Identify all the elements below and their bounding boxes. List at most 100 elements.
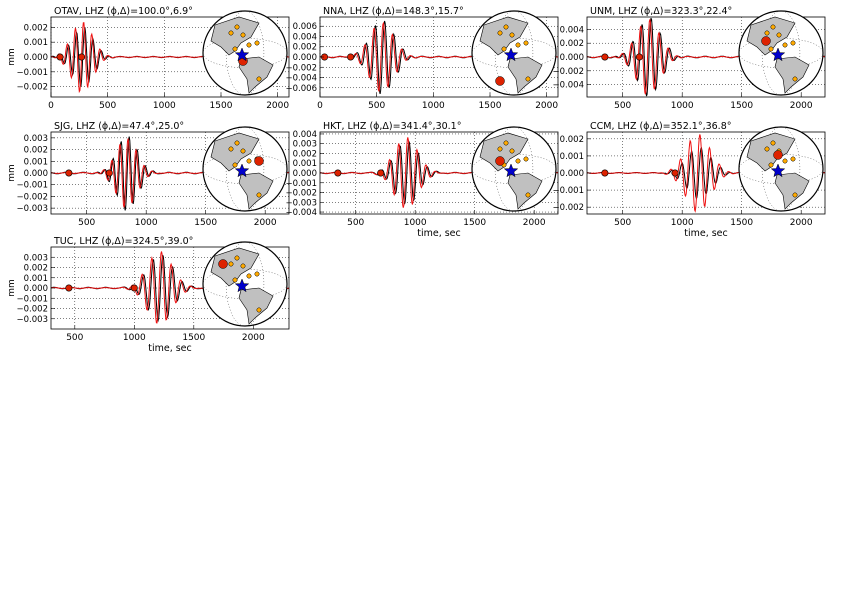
window-marker <box>601 53 609 61</box>
x-axis-label: time, sec <box>148 343 192 354</box>
station-dot <box>768 46 774 52</box>
station-dot <box>228 30 234 36</box>
station-dot <box>232 162 238 168</box>
y-tick-label: 0.000 <box>560 169 584 179</box>
y-axis-label: mm <box>7 48 17 66</box>
event-star-icon <box>234 278 250 293</box>
event-star-icon <box>770 163 786 178</box>
y-tick-label: 0.004 <box>560 25 584 35</box>
station-dot <box>523 156 529 162</box>
y-tick-label: 0.003 <box>24 134 48 144</box>
y-tick-label: 0.001 <box>24 157 48 167</box>
active-station-dot <box>761 36 771 46</box>
y-tick-label: −0.004 <box>286 208 317 218</box>
globe-meridian <box>225 241 265 327</box>
y-axis-label: mm <box>7 164 17 182</box>
y-tick-label: 0.003 <box>24 253 48 263</box>
x-tick-label: 1500 <box>479 101 502 111</box>
y-tick-label: −0.002 <box>17 305 48 315</box>
x-tick-label: 2000 <box>790 218 813 228</box>
chart-panel-4: 500 1000 1500 2000 0.0040.0030.0020.0010.000… <box>286 121 559 239</box>
north-america-shape <box>210 16 260 56</box>
station-dot <box>515 42 521 48</box>
y-tick-label: 0.001 <box>293 159 317 169</box>
panel-title: OTAV, LHZ (ϕ,Δ)=100.0°,6.9° <box>54 6 193 17</box>
north-america-shape <box>210 132 260 172</box>
x-tick-label: 1500 <box>463 218 486 228</box>
globe-meridian <box>225 10 265 96</box>
event-star-icon <box>234 47 250 62</box>
station-dot <box>497 146 503 152</box>
station-dot <box>764 30 770 36</box>
window-marker <box>65 284 73 292</box>
station-dot <box>254 40 260 46</box>
station-dot <box>246 273 252 279</box>
station-dot <box>246 42 252 48</box>
station-dot <box>770 24 776 30</box>
south-america-shape <box>238 287 274 325</box>
y-tick-label: 0.002 <box>293 149 317 159</box>
station-dot <box>246 158 252 164</box>
globe-meridian <box>494 10 534 96</box>
y-tick-label: 0.000 <box>293 53 317 63</box>
station-dot <box>764 146 770 152</box>
station-dot <box>523 40 529 46</box>
x-tick-label: 500 <box>347 218 364 228</box>
north-america-shape <box>210 247 260 287</box>
panel-title: CCM, LHZ (ϕ,Δ)=352.1°,36.8° <box>590 121 732 132</box>
y-tick-label: 0.002 <box>24 146 48 156</box>
window-marker <box>130 284 138 292</box>
y-tick-label: −0.003 <box>17 315 48 325</box>
station-dot <box>234 255 240 261</box>
panel-title: UNM, LHZ (ϕ,Δ)=323.3°,22.4° <box>590 6 732 17</box>
station-dot <box>240 263 246 269</box>
chart-panel-0: 0 500 1000 1500 2000 0.002 0.001 0.000 −0.001 −0.… <box>7 6 290 111</box>
y-tick-label: 0.002 <box>560 39 584 49</box>
station-dot <box>232 277 238 283</box>
station-dot <box>228 146 234 152</box>
y-tick-label: −0.002 <box>553 67 584 77</box>
station-dot <box>240 148 246 154</box>
x-tick-label: 2000 <box>242 333 265 343</box>
x-tick-label: 1500 <box>730 218 753 228</box>
y-tick-label: −0.006 <box>286 84 317 94</box>
y-tick-label: 0.000 <box>24 169 48 179</box>
globe-inset <box>471 126 557 212</box>
station-dot <box>234 140 240 146</box>
y-tick-label: 0.003 <box>293 140 317 150</box>
panel-title: NNA, LHZ (ϕ,Δ)=148.3°,15.7° <box>323 6 464 17</box>
window-marker <box>635 53 643 61</box>
y-tick-label: 0.002 <box>24 23 48 33</box>
y-tick-label: −0.002 <box>553 203 584 213</box>
station-dot <box>509 148 515 154</box>
station-dot <box>509 32 515 38</box>
x-tick-label: 1500 <box>182 333 205 343</box>
station-dot <box>790 156 796 162</box>
y-tick-label: 0.004 <box>293 32 317 42</box>
globe-inset <box>471 10 557 96</box>
x-tick-label: 1000 <box>404 218 427 228</box>
active-station-dot <box>495 76 505 86</box>
station-dot <box>254 271 260 277</box>
x-tick-label: 1000 <box>422 101 445 111</box>
y-tick-label: −0.004 <box>553 81 584 91</box>
y-tick-label: −0.003 <box>286 198 317 208</box>
y-tick-label: −0.002 <box>17 192 48 202</box>
y-tick-label: 0.004 <box>293 130 317 140</box>
y-tick-label: 0.002 <box>293 43 317 53</box>
station-dot <box>503 140 509 146</box>
y-tick-label: −0.001 <box>553 186 584 196</box>
globe-inset <box>202 10 288 96</box>
panel-title: TUC, LHZ (ϕ,Δ)=324.5°,39.0° <box>53 236 193 247</box>
x-tick-label: 1500 <box>730 101 753 111</box>
y-tick-label: −0.001 <box>286 179 317 189</box>
station-dot <box>503 24 509 30</box>
y-tick-label: −0.003 <box>17 204 48 214</box>
north-america-shape <box>746 16 796 56</box>
x-axis-label: time, sec <box>417 228 461 239</box>
station-dot <box>792 76 798 82</box>
north-america-shape <box>479 132 529 172</box>
globe-inset <box>202 126 288 212</box>
y-tick-label: 0.000 <box>293 169 317 179</box>
